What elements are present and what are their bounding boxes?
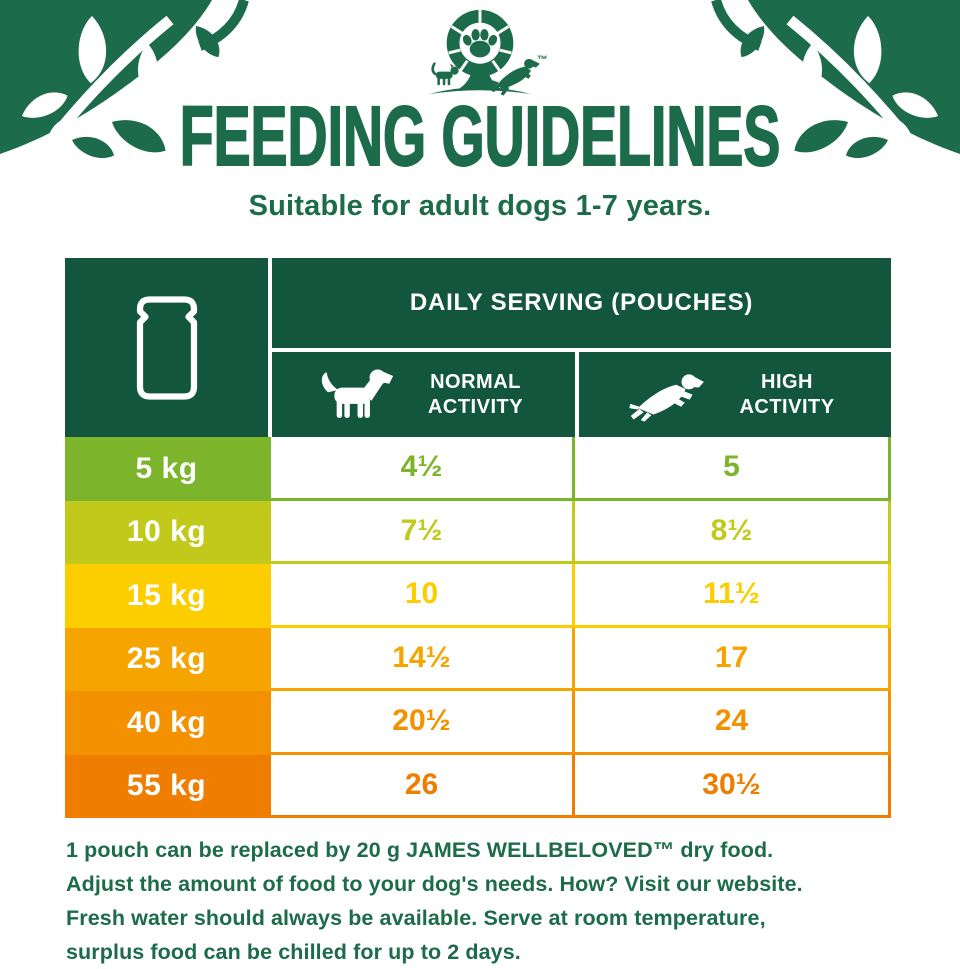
footnote-line: 1 pouch can be replaced by 20 g JAMES WE… (66, 838, 774, 862)
page-title: FEEDING GUIDELINES (179, 89, 781, 183)
dog-silhouette (489, 58, 540, 96)
footnote-line: surplus food can be chilled for up to 2 … (66, 940, 521, 964)
high-activity-header: HIGH ACTIVITY (579, 352, 891, 437)
table-body: 5 kg 4½ 5 10 kg 7½ 8½ 15 kg 10 11½ 25 kg… (65, 437, 891, 818)
footnote-line: Fresh water should always be available. … (66, 906, 766, 930)
high-serving-cell: 5 (575, 437, 891, 501)
weight-cell: 5 kg (65, 437, 268, 501)
ground-swoosh (429, 87, 531, 95)
normal-serving-cell: 14½ (268, 627, 575, 691)
weight-cell: 10 kg (65, 500, 268, 564)
table-row: 25 kg 14½ 17 (65, 627, 891, 691)
page-subtitle: Suitable for adult dogs 1-7 years. (248, 190, 712, 222)
paw-icon (462, 29, 498, 58)
weight-cell: 15 kg (65, 564, 268, 628)
normal-activity-label: NORMAL ACTIVITY (427, 370, 524, 418)
trademark-symbol: ™ (537, 54, 548, 66)
feeding-table: DAILY SERVING (POUCHES) (65, 258, 891, 818)
footnotes: 1 pouch can be replaced by 20 g JAMES WE… (66, 833, 866, 969)
table-row: 15 kg 10 11½ (65, 564, 891, 628)
table-row: 55 kg 26 30½ (65, 754, 891, 818)
high-activity-label: HIGH ACTIVITY (739, 370, 835, 418)
cat-silhouette (431, 62, 460, 86)
high-serving-cell: 24 (575, 691, 891, 755)
normal-serving-cell: 20½ (268, 691, 575, 755)
high-serving-cell: 30½ (575, 754, 891, 818)
table-row: 40 kg 20½ 24 (65, 691, 891, 755)
normal-serving-cell: 10 (268, 564, 575, 628)
table-header-section: DAILY SERVING (POUCHES) (65, 258, 891, 437)
daily-serving-header: DAILY SERVING (POUCHES) (272, 258, 891, 348)
normal-activity-header: NORMAL ACTIVITY (272, 352, 575, 437)
weight-cell: 40 kg (65, 691, 268, 755)
high-serving-cell: 11½ (575, 564, 891, 628)
standing-dog-icon (321, 368, 393, 418)
weight-cell: 55 kg (65, 754, 268, 818)
pouch-icon-cell (65, 258, 268, 437)
normal-serving-cell: 7½ (268, 500, 575, 564)
high-serving-cell: 17 (575, 627, 891, 691)
table-row: 10 kg 7½ 8½ (65, 500, 891, 564)
jumping-dog-icon (629, 373, 704, 422)
high-serving-cell: 8½ (575, 500, 891, 564)
pouch-icon (136, 295, 197, 400)
normal-serving-cell: 26 (268, 754, 575, 818)
table-row: 5 kg 4½ 5 (65, 437, 891, 501)
footnote-line: Adjust the amount of food to your dog's … (66, 872, 803, 896)
normal-serving-cell: 4½ (268, 437, 575, 501)
brand-tree-logo: ™ (429, 9, 548, 96)
weight-cell: 25 kg (65, 627, 268, 691)
